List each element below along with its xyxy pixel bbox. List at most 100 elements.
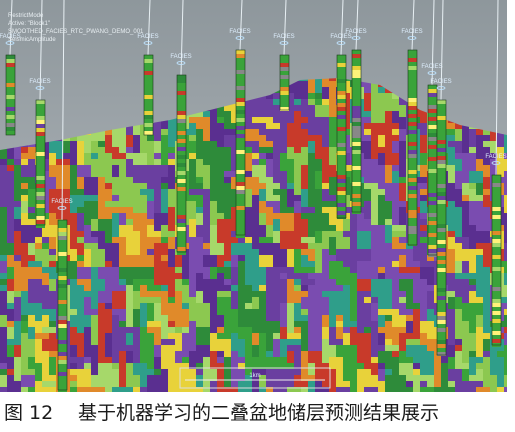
facies-cell: [49, 345, 56, 351]
facies-cell: [378, 141, 385, 147]
facies-cell: [420, 243, 427, 249]
well-log-segment: [58, 376, 67, 380]
facies-cell: [462, 135, 469, 141]
facies-cell: [154, 297, 161, 303]
facies-cell: [105, 351, 112, 357]
facies-cell: [259, 285, 266, 291]
well-log-segment: [437, 204, 446, 208]
well-log-segment: [337, 191, 346, 195]
facies-cell: [0, 339, 7, 345]
facies-cell: [266, 387, 273, 392]
facies-cell: [56, 165, 63, 171]
well-log-segment: [492, 223, 501, 227]
facies-cell: [392, 327, 399, 333]
facies-cell: [364, 387, 371, 392]
facies-cell: [140, 207, 147, 213]
well-log-segment: [58, 300, 67, 304]
facies-cell: [448, 261, 455, 267]
facies-cell: [126, 261, 133, 267]
well-log-segment: [177, 115, 186, 119]
facies-cell: [126, 171, 133, 177]
facies-cell: [476, 363, 483, 369]
facies-cell: [273, 219, 280, 225]
facies-cell: [98, 327, 105, 333]
facies-cell: [21, 363, 28, 369]
facies-cell: [476, 231, 483, 237]
facies-cell: [266, 147, 273, 153]
facies-cell: [161, 273, 168, 279]
facies-cell: [140, 183, 147, 189]
facies-cell: [448, 327, 455, 333]
facies-cell: [154, 363, 161, 369]
facies-cell: [462, 387, 469, 392]
facies-cell: [91, 279, 98, 285]
facies-cell: [98, 363, 105, 369]
facies-cell: [322, 249, 329, 255]
facies-cell: [98, 273, 105, 279]
facies-cell: [399, 309, 406, 315]
facies-cell: [161, 165, 168, 171]
facies-cell: [21, 279, 28, 285]
well-log-segment: [177, 159, 186, 163]
well-log-segment: [337, 83, 346, 87]
facies-cell: [343, 129, 350, 135]
facies-cell: [7, 243, 14, 249]
facies-cell: [224, 363, 231, 369]
facies-cell: [252, 225, 259, 231]
well-log-segment: [58, 360, 67, 364]
facies-cell: [392, 249, 399, 255]
facies-cell: [266, 297, 273, 303]
facies-cell: [168, 327, 175, 333]
facies-cell: [322, 165, 329, 171]
facies-cell: [483, 375, 490, 381]
facies-cell: [147, 207, 154, 213]
facies-cell: [392, 231, 399, 237]
facies-cell: [378, 135, 385, 141]
facies-cell: [21, 195, 28, 201]
facies-cell: [490, 357, 497, 363]
facies-cell: [49, 321, 56, 327]
facies-cell: [287, 177, 294, 183]
facies-cell: [147, 291, 154, 297]
facies-cell: [126, 333, 133, 339]
facies-cell: [469, 303, 476, 309]
facies-cell: [161, 357, 168, 363]
facies-cell: [133, 285, 140, 291]
facies-cell: [196, 207, 203, 213]
well-log-segment: [236, 234, 245, 238]
facies-cell: [231, 219, 238, 225]
facies-cell: [413, 297, 420, 303]
well-log-segment: [492, 187, 501, 191]
facies-cell: [350, 327, 357, 333]
well-log-segment: [337, 195, 346, 199]
facies-cell: [119, 351, 126, 357]
well-log-segment: [408, 126, 417, 130]
well-log-segment: [58, 384, 67, 388]
facies-cell: [245, 111, 252, 117]
facies-cell: [308, 291, 315, 297]
facies-cell: [49, 375, 56, 381]
facies-cell: [210, 327, 217, 333]
facies-cell: [350, 267, 357, 273]
facies-cell: [266, 237, 273, 243]
facies-cell: [364, 195, 371, 201]
facies-cell: [336, 225, 343, 231]
facies-cell: [378, 261, 385, 267]
facies-cell: [259, 213, 266, 219]
facies-cell: [434, 375, 441, 381]
well-log-segment: [437, 172, 446, 176]
facies-cell: [231, 333, 238, 339]
facies-cell: [175, 339, 182, 345]
well-log-segment: [280, 75, 289, 79]
facies-cell: [154, 195, 161, 201]
facies-cell: [140, 339, 147, 345]
facies-cell: [21, 237, 28, 243]
well-log-segment: [280, 83, 289, 87]
facies-cell: [455, 387, 462, 392]
facies-cell: [273, 189, 280, 195]
facies-cell: [343, 99, 350, 105]
facies-cell: [273, 297, 280, 303]
facies-cell: [378, 297, 385, 303]
facies-cell: [259, 147, 266, 153]
well-log-segment: [408, 242, 417, 246]
